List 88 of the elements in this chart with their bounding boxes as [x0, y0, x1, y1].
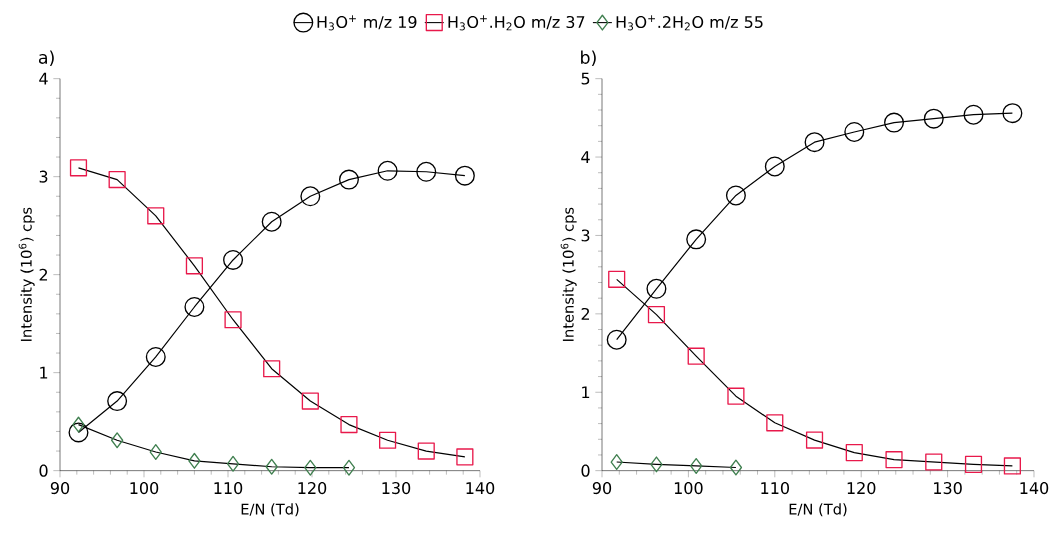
- y-axis-title: Intensity (10$^{6}$) cps: [18, 207, 35, 341]
- point: [263, 359, 281, 378]
- point: [764, 156, 785, 177]
- legend-label: H$_{3}$O$^{+}$.2H$_{2}$O m/z 55: [616, 15, 763, 31]
- point: [844, 121, 865, 142]
- x-tick-label: 130: [382, 481, 411, 494]
- y-axis-title: Intensity (10$^{6}$) cps: [560, 207, 577, 341]
- point: [729, 459, 743, 476]
- point: [110, 432, 124, 449]
- point: [338, 169, 359, 190]
- point: [964, 455, 983, 473]
- point: [610, 453, 623, 470]
- point: [804, 132, 825, 153]
- point: [647, 305, 666, 324]
- point: [923, 108, 944, 129]
- x-tick-label: 100: [674, 481, 703, 494]
- point: [340, 415, 358, 434]
- x-tick-label: 140: [466, 481, 495, 494]
- point: [417, 442, 435, 460]
- x-tick-label: 120: [298, 481, 327, 494]
- point: [188, 452, 201, 469]
- point: [687, 347, 705, 365]
- x-tick-label: 90: [592, 481, 612, 494]
- point: [884, 112, 905, 133]
- x-tick-label: 130: [934, 481, 962, 494]
- y-tick-label: 3: [581, 229, 590, 242]
- point: [69, 159, 88, 177]
- y-tick-label: 2: [581, 307, 590, 320]
- point: [766, 414, 784, 432]
- chart-title: a): [38, 50, 54, 66]
- point: [226, 455, 240, 472]
- x-tick-label: 110: [214, 481, 243, 494]
- point: [265, 458, 278, 475]
- point: [301, 392, 319, 410]
- point: [690, 457, 703, 474]
- y-tick-label: 1: [582, 386, 590, 398]
- legend-label: H$_{3}$O$^{+}$.H$_{2}$O m/z 37: [448, 15, 585, 31]
- y-tick-label: 0: [581, 464, 590, 477]
- y-tick-label: 3: [39, 170, 48, 183]
- point: [149, 443, 162, 460]
- point: [72, 416, 85, 433]
- point: [725, 185, 746, 206]
- point: [456, 448, 474, 466]
- point: [686, 229, 707, 250]
- x-tick-label: 120: [847, 481, 876, 494]
- point: [224, 310, 242, 329]
- point: [885, 450, 903, 469]
- chart-title: b): [581, 50, 596, 66]
- x-axis-title: E/N (Td): [241, 503, 299, 517]
- point: [416, 161, 437, 182]
- point: [650, 456, 663, 473]
- x-tick-label: 110: [761, 481, 789, 494]
- point: [1003, 457, 1021, 475]
- point: [68, 422, 89, 443]
- point: [727, 387, 745, 405]
- point: [379, 431, 397, 449]
- point: [342, 459, 356, 476]
- point: [646, 278, 667, 299]
- point: [805, 431, 824, 449]
- point: [925, 453, 943, 471]
- x-tick-label: 140: [1020, 481, 1049, 494]
- point: [377, 160, 398, 181]
- point: [145, 346, 166, 367]
- y-tick-label: 5: [581, 72, 590, 85]
- point: [608, 270, 626, 288]
- x-tick-label: 100: [130, 481, 159, 494]
- y-tick-label: 1: [40, 366, 48, 379]
- x-axis-title: E/N (Td): [789, 503, 847, 517]
- y-tick-label: 0: [39, 464, 48, 477]
- point: [147, 207, 165, 225]
- point: [107, 390, 128, 411]
- y-tick-label: 4: [39, 72, 48, 85]
- point: [963, 104, 984, 125]
- point: [223, 249, 244, 270]
- point: [261, 211, 282, 232]
- point: [606, 329, 627, 350]
- point: [845, 443, 863, 462]
- y-tick-label: 2: [39, 268, 48, 281]
- y-tick-label: 4: [581, 151, 590, 163]
- point: [454, 165, 475, 186]
- point: [304, 459, 317, 476]
- point: [185, 257, 204, 275]
- point: [184, 296, 205, 317]
- point: [1002, 102, 1023, 123]
- point: [300, 186, 321, 207]
- legend-label: H$_{3}$O$^{+}$ m/z 19: [317, 15, 417, 31]
- x-tick-label: 90: [50, 481, 70, 494]
- point: [108, 170, 126, 189]
